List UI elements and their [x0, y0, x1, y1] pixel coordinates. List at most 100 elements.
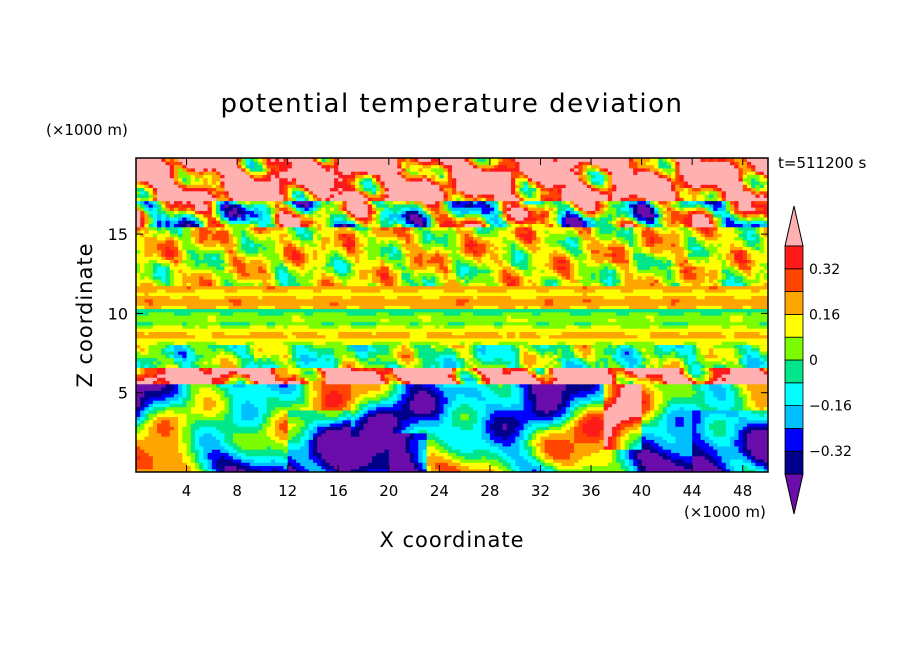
heatmap-cell: [380, 390, 386, 395]
heatmap-cell: [704, 396, 710, 401]
heatmap-cell: [266, 373, 272, 378]
heatmap-cell: [591, 465, 596, 470]
heatmap-cell: [616, 465, 622, 470]
heatmap-cell: [291, 458, 297, 463]
heatmap-cell: [203, 439, 209, 444]
heatmap-cell: [312, 393, 318, 398]
heatmap-cell: [169, 364, 175, 368]
heatmap-cell: [633, 462, 638, 467]
heatmap-cell: [169, 403, 175, 408]
heatmap-cell: [599, 445, 605, 450]
heatmap-cell: [258, 416, 263, 421]
heatmap-cell: [186, 380, 192, 385]
heatmap-cell: [456, 419, 462, 424]
heatmap-cell: [599, 396, 605, 401]
heatmap-cell: [679, 393, 685, 398]
heatmap-cell: [671, 429, 676, 434]
heatmap-cell: [178, 422, 183, 427]
heatmap-cell: [603, 373, 609, 378]
heatmap-cell: [637, 422, 643, 427]
heatmap-cell: [371, 370, 377, 375]
heatmap-cell: [161, 416, 167, 421]
heatmap-cell: [481, 439, 487, 444]
heatmap-cell: [738, 462, 744, 467]
heatmap-cell: [687, 436, 693, 440]
heatmap-cell: [258, 386, 263, 391]
heatmap-cell: [721, 367, 727, 372]
heatmap-cell: [249, 370, 255, 375]
heatmap-cell: [692, 452, 697, 457]
heatmap-cell: [317, 400, 322, 404]
heatmap-cell: [485, 373, 491, 378]
heatmap-cell: [426, 370, 432, 375]
heatmap-cell: [388, 468, 394, 472]
heatmap-cell: [401, 400, 407, 404]
heatmap-cell: [620, 386, 626, 391]
heatmap-cell: [148, 468, 154, 472]
heatmap-cell: [586, 364, 592, 368]
heatmap-cell: [304, 416, 310, 421]
heatmap-cell: [237, 462, 242, 467]
heatmap-cell: [296, 393, 301, 398]
heatmap-cell: [249, 462, 255, 467]
heatmap-cell: [485, 390, 491, 395]
heatmap-cell: [304, 452, 310, 457]
heatmap-cell: [730, 373, 735, 378]
heatmap-cell: [704, 465, 710, 470]
heatmap-cell: [346, 386, 352, 391]
heatmap-cell: [283, 426, 289, 431]
heatmap-cell: [565, 452, 571, 457]
heatmap-cell: [258, 468, 263, 472]
heatmap-cell: [502, 403, 508, 408]
heatmap-cell: [283, 416, 289, 421]
heatmap-cell: [241, 403, 247, 408]
heatmap-cell: [346, 390, 352, 395]
heatmap-cell: [548, 386, 554, 391]
heatmap-cell: [211, 403, 217, 408]
heatmap-cell: [173, 403, 179, 408]
heatmap-cell: [447, 419, 453, 424]
heatmap-cell: [540, 432, 546, 437]
heatmap-cell: [477, 458, 483, 463]
heatmap-cell: [190, 468, 196, 472]
heatmap-cell: [418, 468, 424, 472]
heatmap-cell: [414, 419, 419, 424]
heatmap-cell: [203, 416, 209, 421]
heatmap-cell: [296, 416, 301, 421]
heatmap-cell: [409, 403, 415, 408]
heatmap-cell: [426, 400, 432, 404]
heatmap-cell: [481, 452, 487, 457]
heatmap-cell: [709, 426, 714, 431]
heatmap-cell: [709, 458, 714, 463]
heatmap-cell: [414, 409, 419, 414]
heatmap-cell: [430, 383, 436, 388]
heatmap-cell: [140, 413, 146, 417]
heatmap-cell: [658, 449, 664, 453]
heatmap-cell: [506, 442, 512, 447]
heatmap-cell: [620, 367, 626, 372]
heatmap-cell: [249, 373, 255, 378]
heatmap-cell: [178, 458, 183, 463]
heatmap-cell: [666, 455, 672, 460]
heatmap-cell: [228, 436, 234, 440]
heatmap-cell: [312, 413, 318, 417]
heatmap-cell: [321, 393, 327, 398]
heatmap-cell: [477, 380, 483, 385]
heatmap-cell: [190, 383, 196, 388]
heatmap-cell: [502, 445, 508, 450]
heatmap-cell: [687, 465, 693, 470]
heatmap-cell: [574, 416, 579, 421]
heatmap-cell: [536, 416, 542, 421]
heatmap-cell: [258, 426, 263, 431]
heatmap-cell: [738, 432, 744, 437]
heatmap-cell: [447, 364, 453, 368]
heatmap-cell: [548, 468, 554, 472]
heatmap-cell: [738, 396, 744, 401]
heatmap-cell: [751, 370, 756, 375]
heatmap-cell: [506, 390, 512, 395]
heatmap-cell: [245, 373, 251, 378]
heatmap-cell: [334, 364, 339, 368]
heatmap-cell: [237, 380, 242, 385]
heatmap-cell: [633, 465, 638, 470]
